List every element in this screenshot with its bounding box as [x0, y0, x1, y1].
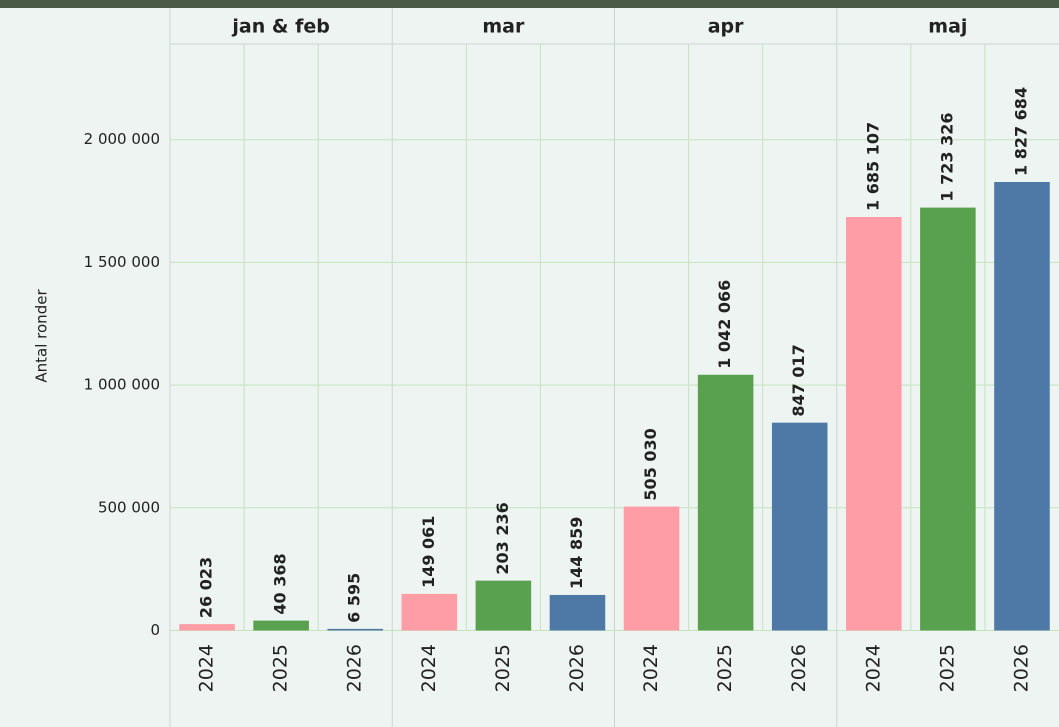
x-tick-label: 2026: [1010, 644, 1032, 692]
data-label: 1 042 066: [715, 280, 734, 369]
facet-header: mar: [482, 16, 525, 38]
facet-header: jan & feb: [231, 16, 329, 38]
data-label: 505 030: [641, 428, 660, 500]
data-label: 6 595: [345, 573, 364, 623]
data-label: 40 368: [271, 553, 290, 614]
bar: [475, 580, 532, 631]
data-label: 1 723 326: [937, 113, 956, 202]
bar: [994, 181, 1050, 631]
x-tick-label: 2025: [270, 644, 292, 692]
facet-header: maj: [928, 16, 967, 38]
bar: [253, 620, 309, 631]
y-axis-label: Antal ronder: [33, 289, 51, 383]
data-label: 26 023: [197, 557, 216, 618]
data-label: 1 827 684: [1011, 87, 1030, 176]
x-tick-label: 2025: [936, 644, 958, 692]
data-label: 149 061: [419, 516, 438, 588]
x-tick-label: 2026: [566, 644, 588, 692]
x-tick-label: 2025: [714, 644, 736, 692]
data-label: 847 017: [789, 344, 808, 416]
top-band: [0, 0, 1059, 8]
x-tick-label: 2025: [492, 644, 514, 692]
bar: [549, 594, 606, 631]
x-tick-label: 2024: [862, 644, 884, 692]
y-tick-label: 1 500 000: [84, 253, 160, 271]
bar: [401, 593, 458, 631]
bar: [846, 216, 902, 631]
data-label: 1 685 107: [863, 122, 882, 211]
bar: [179, 624, 235, 631]
bar: [920, 207, 976, 631]
x-tick-label: 2024: [196, 644, 218, 692]
bar: [771, 422, 828, 631]
bar: [327, 628, 383, 631]
facet-header: apr: [708, 16, 744, 38]
y-tick-label: 1 000 000: [84, 376, 160, 394]
x-tick-label: 2026: [788, 644, 810, 692]
x-tick-label: 2024: [418, 644, 440, 692]
bar: [697, 374, 754, 631]
data-label: 203 236: [493, 502, 512, 574]
data-label: 144 859: [567, 517, 586, 589]
bar: [623, 506, 680, 631]
x-tick-label: 2026: [344, 644, 366, 692]
y-tick-label: 500 000: [98, 498, 160, 516]
y-tick-label: 2 000 000: [84, 130, 160, 148]
y-tick-label: 0: [150, 621, 160, 639]
x-tick-label: 2024: [640, 644, 662, 692]
